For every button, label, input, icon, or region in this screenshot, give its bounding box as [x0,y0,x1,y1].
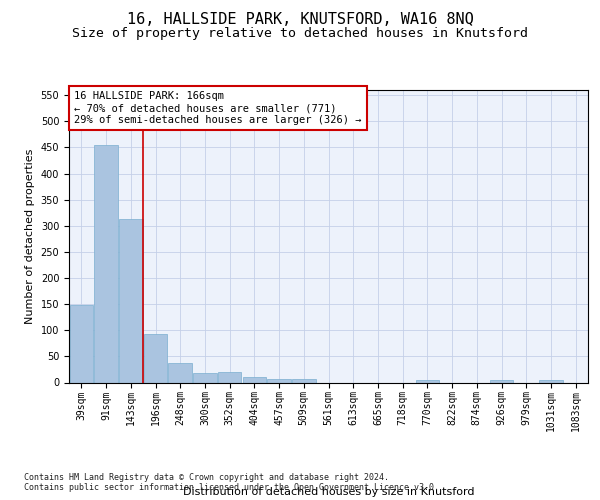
Bar [490,380,513,382]
Bar [292,380,316,382]
Text: 16, HALLSIDE PARK, KNUTSFORD, WA16 8NQ: 16, HALLSIDE PARK, KNUTSFORD, WA16 8NQ [127,12,473,28]
Text: Contains HM Land Registry data © Crown copyright and database right 2024.
Contai: Contains HM Land Registry data © Crown c… [24,473,439,492]
Bar [193,372,217,382]
X-axis label: Distribution of detached houses by size in Knutsford: Distribution of detached houses by size … [183,487,474,497]
Bar [242,377,266,382]
Text: Size of property relative to detached houses in Knutsford: Size of property relative to detached ho… [72,28,528,40]
Bar [144,334,167,382]
Bar [539,380,563,382]
Bar [218,372,241,382]
Text: 16 HALLSIDE PARK: 166sqm
← 70% of detached houses are smaller (771)
29% of semi-: 16 HALLSIDE PARK: 166sqm ← 70% of detach… [74,92,362,124]
Bar [268,380,291,382]
Bar [94,145,118,382]
Bar [70,305,93,382]
Bar [169,362,192,382]
Bar [119,219,143,382]
Y-axis label: Number of detached properties: Number of detached properties [25,148,35,324]
Bar [416,380,439,382]
